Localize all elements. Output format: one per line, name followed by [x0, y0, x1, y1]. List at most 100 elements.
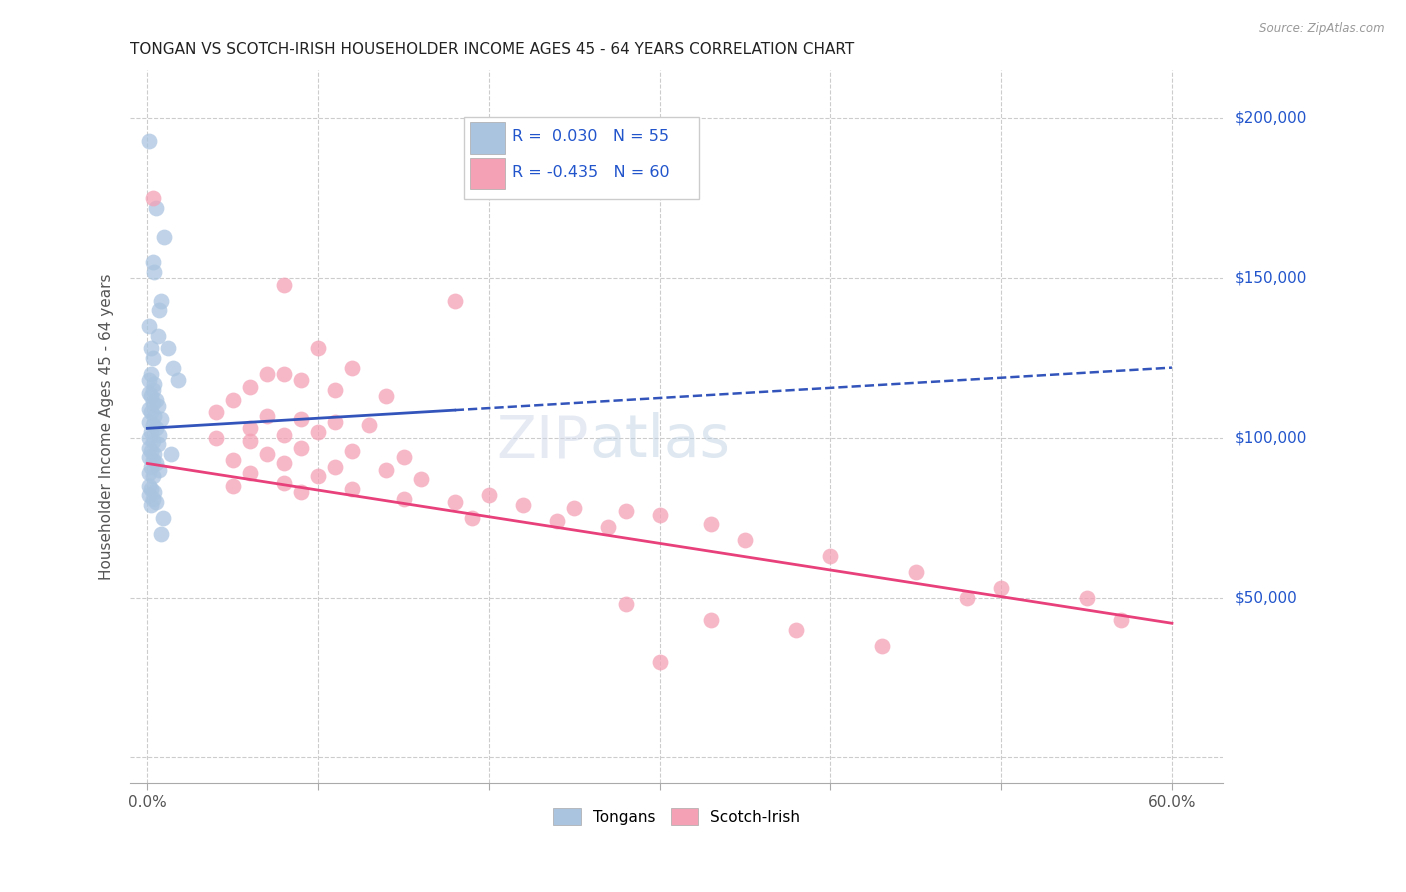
Point	[146, 328, 169, 343]
Point	[150, 526, 173, 541]
Point	[139, 405, 162, 419]
Point	[138, 373, 160, 387]
Text: ZIP: ZIP	[496, 412, 589, 469]
Point	[145, 201, 167, 215]
Point	[141, 351, 163, 365]
Point	[139, 367, 162, 381]
Point	[307, 425, 329, 439]
Point	[222, 392, 245, 407]
FancyBboxPatch shape	[470, 122, 505, 153]
Text: $150,000: $150,000	[1234, 270, 1306, 285]
Point	[153, 229, 176, 244]
Point	[256, 409, 278, 423]
Point	[138, 450, 160, 464]
Point	[648, 655, 671, 669]
Point	[342, 360, 364, 375]
Point	[273, 277, 295, 292]
Point	[700, 517, 723, 532]
Point	[145, 421, 167, 435]
FancyBboxPatch shape	[464, 117, 699, 199]
Point	[273, 457, 295, 471]
Point	[139, 459, 162, 474]
Point	[562, 501, 585, 516]
Point	[141, 383, 163, 397]
Point	[392, 450, 415, 464]
Point	[478, 488, 501, 502]
Point	[145, 457, 167, 471]
Point	[143, 265, 166, 279]
Point	[150, 411, 173, 425]
Point	[409, 473, 432, 487]
Point	[820, 549, 842, 563]
Point	[443, 293, 465, 308]
Point	[141, 434, 163, 449]
Point	[139, 482, 162, 496]
Point	[148, 463, 170, 477]
Point	[138, 488, 160, 502]
Point	[139, 498, 162, 512]
Point	[141, 491, 163, 506]
Point	[167, 373, 190, 387]
Point	[290, 485, 312, 500]
Point	[141, 191, 163, 205]
Point	[273, 427, 295, 442]
Point	[152, 511, 174, 525]
Point	[138, 134, 160, 148]
Point	[145, 495, 167, 509]
Point	[150, 293, 173, 308]
Point	[138, 479, 160, 493]
Point	[138, 402, 160, 417]
Point	[700, 613, 723, 627]
Point	[785, 623, 807, 637]
Point	[138, 431, 160, 445]
Point	[904, 565, 927, 579]
Point	[323, 415, 346, 429]
Point	[870, 639, 893, 653]
Point	[239, 434, 262, 449]
Point	[143, 409, 166, 423]
Point	[256, 367, 278, 381]
Point	[614, 597, 637, 611]
Point	[138, 415, 160, 429]
Point	[375, 463, 398, 477]
Point	[598, 520, 620, 534]
Point	[546, 514, 568, 528]
Point	[342, 443, 364, 458]
Point	[141, 469, 163, 483]
Point	[648, 508, 671, 522]
Point	[290, 411, 312, 425]
Point	[139, 443, 162, 458]
Point	[990, 581, 1012, 595]
Point	[222, 453, 245, 467]
Point	[139, 342, 162, 356]
Point	[148, 427, 170, 442]
Text: $200,000: $200,000	[1234, 111, 1306, 126]
Point	[141, 418, 163, 433]
Point	[392, 491, 415, 506]
Point	[204, 431, 226, 445]
Point	[614, 504, 637, 518]
Point	[141, 453, 163, 467]
Point	[307, 469, 329, 483]
Point	[342, 482, 364, 496]
Point	[239, 421, 262, 435]
Text: Source: ZipAtlas.com: Source: ZipAtlas.com	[1260, 22, 1385, 36]
Point	[307, 342, 329, 356]
Point	[143, 376, 166, 391]
Point	[239, 466, 262, 480]
Point	[141, 255, 163, 269]
Point	[138, 319, 160, 334]
Point	[204, 405, 226, 419]
Point	[273, 367, 295, 381]
Point	[323, 383, 346, 397]
Point	[138, 441, 160, 455]
Text: $50,000: $50,000	[1234, 591, 1296, 605]
Point	[1076, 591, 1098, 605]
FancyBboxPatch shape	[470, 158, 505, 189]
Text: R =  0.030   N = 55: R = 0.030 N = 55	[512, 129, 669, 145]
Point	[256, 447, 278, 461]
Point	[359, 418, 381, 433]
Point	[143, 485, 166, 500]
Point	[273, 475, 295, 490]
Point	[139, 389, 162, 403]
